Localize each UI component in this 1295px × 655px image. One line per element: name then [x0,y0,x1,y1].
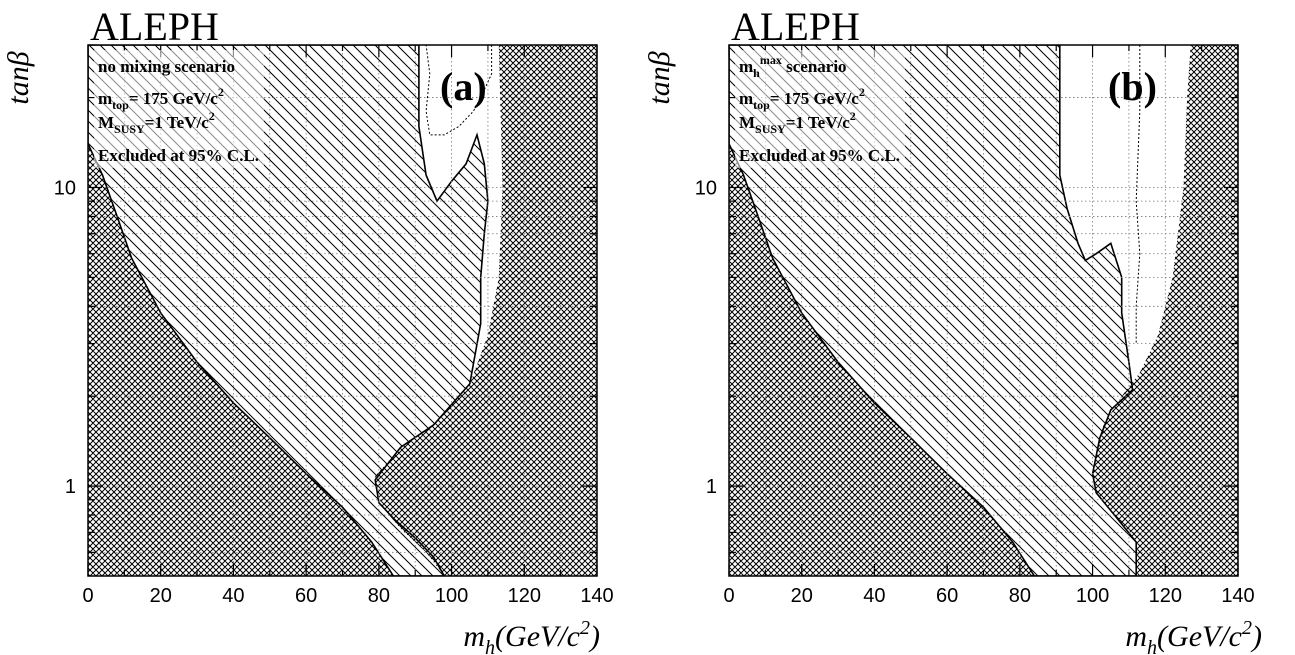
y-tick-label: 10 [54,177,76,199]
svg-text:mh(GeV/c2): mh(GeV/c2) [463,617,600,655]
svg-text:mh(GeV/c2): mh(GeV/c2) [1125,617,1262,655]
x-axis-title-a: mh(GeV/c2) [463,617,600,655]
mtop-label: mtop= 175 GeV/c2 [98,85,224,112]
x-tick-label: 60 [936,585,958,607]
x-tick-label: 40 [863,585,885,607]
x-axis: 0 20 40 60 80 100 120 140 [82,45,614,607]
excluded-region [729,45,1137,576]
excluded-region [88,45,489,576]
scenario-label: no mixing scenario [98,57,235,76]
x-tick-label: 80 [368,585,390,607]
x-tick-label: 100 [1076,585,1109,607]
x-tick-label: 80 [1009,585,1031,607]
x-tick-label: 140 [580,585,613,607]
y-axis-title: tanβ [643,51,676,104]
svg-text:tanβ: tanβ [2,51,35,104]
annotations-b: mhmax scenario mtop= 175 GeV/c2 MSUSY=1 … [735,50,905,168]
y-axis-title: tanβ [2,51,35,104]
x-tick-label: 0 [82,585,93,607]
msusy-label: MSUSY=1 TeV/c2 [98,109,215,136]
x-tick-label: 40 [222,585,244,607]
scenario-label: mhmax scenario [739,53,847,80]
y-tick-label: 1 [65,476,76,498]
x-tick-label: 100 [435,585,468,607]
x-axis-title-b: mh(GeV/c2) [1125,617,1262,655]
x-axis: 0 20 40 60 80 100 120 140 [723,45,1255,607]
expected-limit-line [425,45,493,136]
x-tick-label: 140 [1221,585,1254,607]
mtop-label: mtop= 175 GeV/c2 [739,85,865,112]
panel-b: ALEPH tanβ 0 20 40 60 80 100 120 140 1 10 mh(GeV… [643,4,1262,655]
inaccessible-region [88,143,394,576]
annotations-a: no mixing scenario mtop= 175 GeV/c2 MSUS… [94,50,264,168]
excluded-label: Excluded at 95% C.L. [739,146,900,165]
panel-label-a: (a) [440,64,487,109]
x-tick-label: 0 [723,585,734,607]
x-tick-label: 20 [150,585,172,607]
panel-a: ALEPH tanβ 0 20 40 60 80 100 120 140 1 10 mh(GeV… [2,4,614,655]
y-axis: 1 10 [54,44,597,553]
x-tick-label: 120 [1149,585,1182,607]
x-tick-label: 60 [295,585,317,607]
y-tick-label: 1 [706,476,717,498]
inaccessible-region [729,143,1035,576]
inaccessible-region [375,45,597,576]
x-tick-label: 120 [508,585,541,607]
msusy-label: MSUSY=1 TeV/c2 [739,109,856,136]
x-tick-label: 20 [791,585,813,607]
y-tick-label: 10 [695,177,717,199]
data-layer-a [88,45,597,576]
y-axis: 1 10 [695,44,1238,553]
aleph-title: ALEPH [90,4,219,49]
panel-label-b: (b) [1108,64,1157,109]
svg-text:tanβ: tanβ [643,51,676,104]
aleph-title: ALEPH [731,4,860,49]
excluded-label: Excluded at 95% C.L. [98,146,259,165]
